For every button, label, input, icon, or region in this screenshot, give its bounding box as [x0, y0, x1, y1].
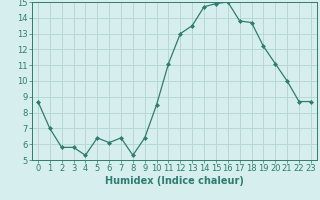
X-axis label: Humidex (Indice chaleur): Humidex (Indice chaleur) — [105, 176, 244, 186]
